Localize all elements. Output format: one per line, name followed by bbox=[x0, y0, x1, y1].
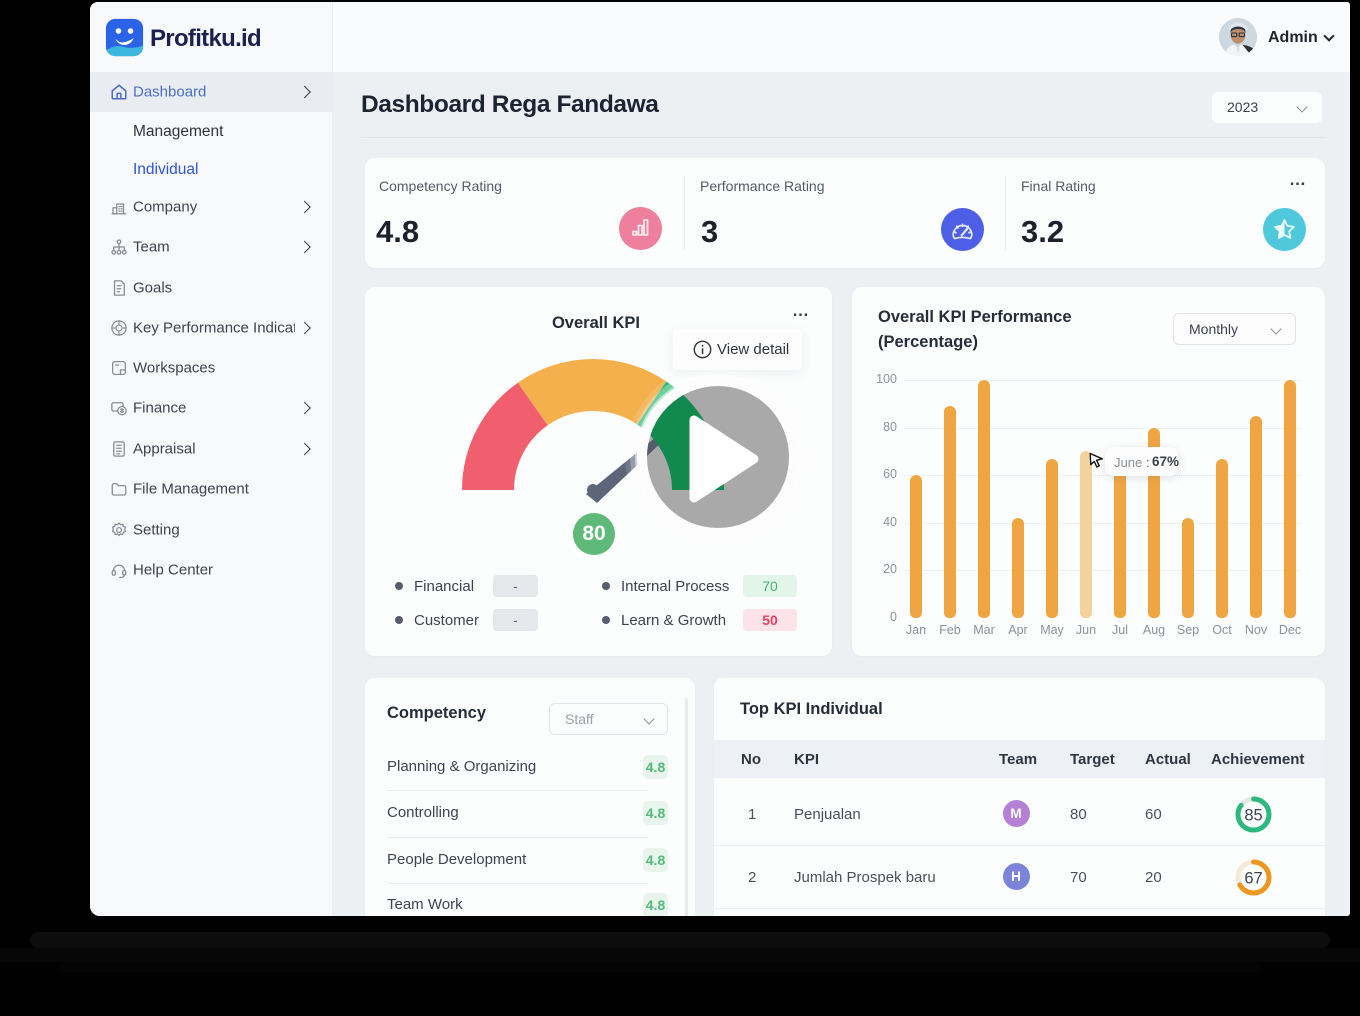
svg-text:67: 67 bbox=[1244, 869, 1262, 887]
svg-text:85: 85 bbox=[1244, 806, 1262, 824]
